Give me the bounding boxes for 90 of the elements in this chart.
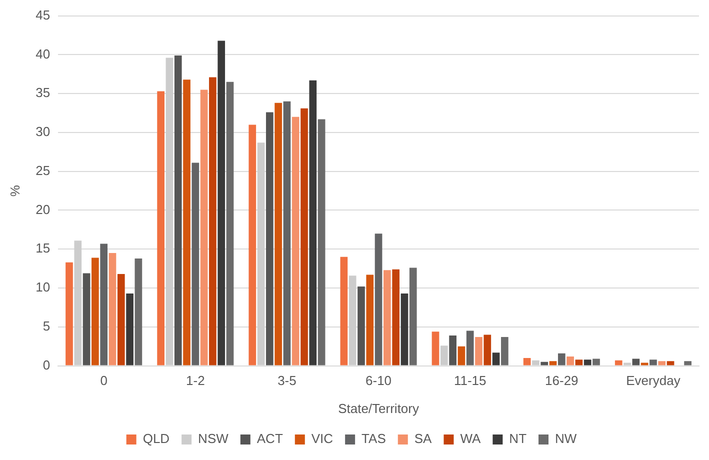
bar [666,361,674,366]
bar [226,82,234,366]
bar [432,332,440,366]
bar [358,286,365,366]
x-tick-label: 6-10 [366,373,392,388]
legend-label: NT [509,431,527,446]
bar [650,360,657,366]
y-axis-title: % [7,184,22,197]
bar [257,142,265,366]
y-tick-label: 5 [42,318,50,334]
bar [458,346,466,366]
bar [74,240,82,366]
legend-label: SA [414,431,432,446]
bar [126,293,134,366]
bar [409,268,417,366]
bar [192,162,200,366]
bar [108,253,116,366]
bar [392,269,400,366]
y-tick-label: 35 [36,85,50,100]
bar [166,58,174,366]
bar [614,360,622,366]
bar [540,362,548,366]
x-axis-title: State/Territory [338,400,420,416]
bar [374,234,382,366]
bar [484,334,492,366]
bar [475,337,482,366]
legend-label: NW [555,431,578,446]
x-tick-label: Everyday [626,373,681,388]
bar [117,274,125,366]
bar [658,361,666,366]
bar [684,361,692,366]
bar [523,358,531,366]
bar [632,358,640,366]
bar [183,80,190,366]
y-tick-label: 40 [36,46,50,62]
bar [318,119,326,366]
bar [575,360,583,366]
bar [592,358,600,366]
legend-label: NSW [198,431,230,446]
x-tick-label: 0 [100,373,108,388]
bar [501,337,508,366]
bar [92,258,99,366]
bar [218,40,226,366]
y-tick-label: 45 [36,7,50,22]
bar [100,244,108,366]
y-tick-label: 15 [36,240,50,256]
x-tick-label: 1-2 [186,373,205,388]
y-tick-label: 0 [42,357,50,372]
bar [300,108,308,366]
bar [549,361,557,366]
bar [292,116,300,366]
bar [440,346,448,366]
bar [200,90,208,366]
bar [558,353,566,366]
y-tick-label: 10 [36,280,50,295]
x-tick-label: 16-29 [545,373,578,388]
bar [209,77,216,366]
y-tick-label: 25 [36,162,50,178]
y-tick-label: 30 [36,124,50,140]
legend-label: TAS [362,431,386,446]
bar [248,124,256,366]
x-tick-label: 11-15 [454,373,486,388]
bar [640,362,648,366]
bar [532,360,540,366]
bar [624,362,631,366]
bar [283,101,291,366]
legend-label: WA [460,431,482,446]
bar [340,256,348,366]
bar [82,273,90,366]
legend-label: ACT [256,431,283,446]
bar [66,262,73,366]
bar [174,55,182,366]
bar [134,258,142,366]
legend-label: QLD [142,431,170,446]
bar [274,102,282,366]
y-tick-label: 20 [36,202,50,217]
bar [309,80,317,366]
bar [348,276,356,366]
bar [400,293,408,366]
bar [566,356,574,366]
bar [384,270,391,366]
bar [366,274,374,366]
bar [584,360,592,366]
bar [266,112,274,366]
x-tick-label: 3-5 [278,373,296,388]
bar [449,335,456,366]
bar [157,91,164,366]
legend-label: VIC [311,431,334,446]
bar [492,352,500,366]
bar [466,330,474,366]
